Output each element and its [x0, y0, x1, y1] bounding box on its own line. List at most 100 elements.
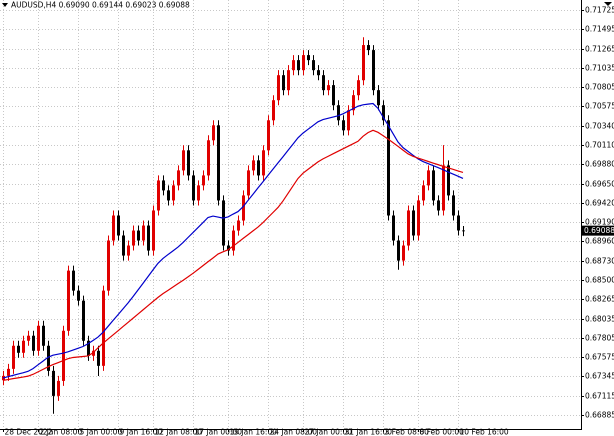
- candle-body: [212, 125, 215, 141]
- y-tick-label: 0.71725: [585, 6, 614, 15]
- candle-body: [67, 270, 70, 331]
- current-price-box: [582, 225, 614, 236]
- candle-body: [407, 210, 410, 246]
- y-tick-label: 0.67115: [585, 392, 614, 401]
- y-tick-label: 0.67345: [585, 372, 614, 381]
- candle-body: [172, 185, 175, 201]
- candle-body: [217, 125, 220, 201]
- candle-body: [362, 45, 365, 81]
- x-tick-label: 27 Jan 00:00: [305, 428, 353, 436]
- candle-body: [292, 60, 295, 71]
- candle-body: [377, 90, 380, 106]
- candle-body: [122, 235, 125, 256]
- y-tick-label: 0.70575: [585, 102, 614, 111]
- y-tick-label: 0.69880: [585, 160, 614, 169]
- candle-body: [442, 165, 445, 211]
- moving-average-line: [2, 129, 464, 381]
- candle-body: [227, 245, 230, 251]
- x-tick-label: 5 Jan 00:00: [80, 428, 123, 436]
- candle-body: [97, 350, 100, 366]
- candle-body: [177, 170, 180, 186]
- candle-body: [197, 185, 200, 201]
- chart-menu-icon[interactable]: [2, 3, 8, 7]
- candle-body: [312, 60, 315, 71]
- candle-body: [382, 105, 385, 121]
- candle-body: [372, 50, 375, 91]
- candle-body: [92, 350, 95, 356]
- candle-body: [37, 325, 40, 351]
- grid: [0, 0, 581, 429]
- x-tick-label: 9 Jan 16:00: [120, 428, 163, 436]
- one-click-toggle[interactable]: [604, 2, 612, 6]
- candle-body: [287, 70, 290, 91]
- candle-body: [72, 270, 75, 291]
- candle-body: [387, 120, 390, 216]
- y-tick-label: 0.68730: [585, 257, 614, 266]
- candle-body: [107, 240, 110, 291]
- candle-body: [392, 215, 395, 241]
- candle-body: [132, 230, 135, 246]
- candle-body: [297, 60, 300, 71]
- candle-body: [137, 230, 140, 241]
- candle-body: [167, 190, 170, 201]
- y-tick-label: 0.68500: [585, 276, 614, 285]
- candle-body: [57, 380, 60, 396]
- y-tick-label: 0.68265: [585, 295, 614, 304]
- chart-title: AUDUSD,H4 0.69090 0.69144 0.69023 0.6908…: [11, 1, 190, 10]
- y-tick-label: 0.68035: [585, 315, 614, 324]
- x-tick-label: 8 Feb 00:00: [420, 428, 465, 436]
- y-tick-label: 0.69190: [585, 218, 614, 227]
- x-tick-label: 24 Jan 08:00: [270, 428, 318, 436]
- candle-body: [327, 85, 330, 91]
- candle-body: [182, 150, 185, 171]
- candle-body: [152, 210, 155, 251]
- x-tick-label: 31 Jan 16:00: [345, 428, 393, 436]
- candle-body: [397, 240, 400, 261]
- candle-body: [102, 290, 105, 366]
- y-tick-label: 0.68960: [585, 237, 614, 246]
- candle-body: [47, 345, 50, 371]
- y-tick-label: 0.69420: [585, 199, 614, 208]
- candle-body: [52, 370, 55, 396]
- candle-body: [262, 150, 265, 176]
- plot: [2, 37, 465, 414]
- candle-body: [367, 45, 370, 51]
- candle-body: [157, 180, 160, 211]
- x-tick-label: 3 Feb 08:00: [385, 428, 430, 436]
- candle-body: [192, 175, 195, 201]
- candle-body: [437, 200, 440, 211]
- candle-body: [42, 325, 45, 346]
- candle-body: [32, 335, 35, 351]
- y-tick-label: 0.71495: [585, 25, 614, 34]
- y-tick-label: 0.70340: [585, 122, 614, 131]
- y-tick-label: 0.70110: [585, 141, 614, 150]
- candle-body: [12, 345, 15, 369]
- candle-body: [202, 175, 205, 186]
- candle-body: [117, 215, 120, 236]
- candle-body: [162, 180, 165, 191]
- candle-body: [412, 210, 415, 236]
- candle-body: [267, 120, 270, 151]
- x-tick-label: 19 Jan 16:00: [230, 428, 278, 436]
- x-tick-label: 12 Jan 08:00: [155, 428, 203, 436]
- candle-body: [252, 160, 255, 171]
- candle-body: [257, 160, 260, 176]
- candle-body: [357, 80, 360, 96]
- candle-body: [147, 225, 150, 251]
- candle-body: [222, 200, 225, 246]
- x-tick-label: 2 Jan 08:00: [40, 428, 83, 436]
- candle-body: [302, 55, 305, 71]
- candle-body: [87, 340, 90, 356]
- candle-body: [7, 368, 10, 376]
- candle-body: [207, 140, 210, 176]
- candle-body: [22, 340, 25, 353]
- candle-body: [142, 225, 145, 241]
- y-tick-label: 0.71265: [585, 45, 614, 54]
- y-tick-label: 0.67805: [585, 334, 614, 343]
- candle-body: [332, 85, 335, 106]
- x-tick-label: 10 Feb 16:00: [460, 428, 509, 436]
- candle-body: [82, 300, 85, 341]
